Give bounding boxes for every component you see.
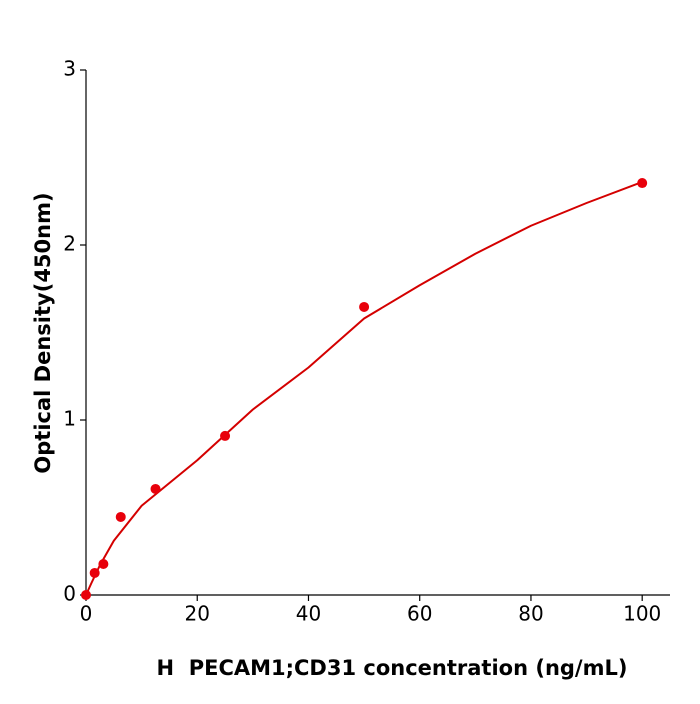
data-point [81,590,91,600]
x-tick-label: 40 [296,602,321,626]
x-axis-label: H PECAM1;CD31 concentration (ng/mL) [157,656,628,680]
y-tick-label: 2 [63,232,76,256]
y-tick-label: 3 [63,57,76,81]
data-point [150,483,161,494]
x-tick-label: 100 [623,602,661,626]
y-axis-label: Optical Density(450nm) [31,192,55,473]
x-tick-label: 60 [407,602,432,626]
y-tick-label: 0 [63,582,76,606]
x-tick-label: 80 [518,602,543,626]
x-tick-label: 0 [80,602,93,626]
data-point [220,430,231,441]
x-tick-label: 20 [185,602,210,626]
data-point [98,559,109,570]
data-point [89,567,100,578]
data-point [637,178,648,189]
y-tick-label: 1 [63,407,76,431]
data-point [115,511,126,522]
data-point [359,301,370,312]
fit-curve [85,181,643,596]
